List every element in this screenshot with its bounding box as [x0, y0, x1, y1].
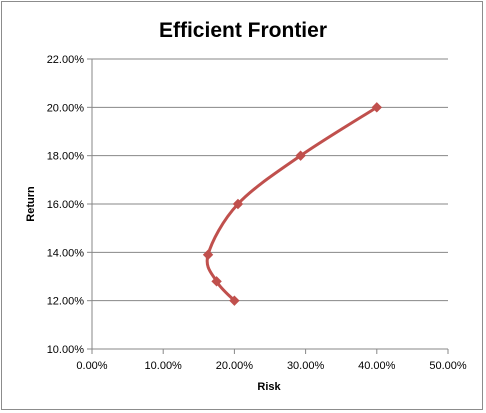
- x-tick-label: 0.00%: [76, 360, 107, 372]
- x-tick-label: 50.00%: [429, 360, 467, 372]
- y-axis-label: Return: [25, 186, 37, 222]
- y-tick-label: 14.00%: [47, 247, 85, 259]
- x-tick-labels: 0.00% 10.00% 20.00% 30.00% 40.00% 50.00%: [76, 360, 466, 372]
- y-tick-label: 16.00%: [47, 199, 85, 211]
- x-tick-label: 10.00%: [145, 360, 183, 372]
- y-tick-label: 10.00%: [47, 344, 85, 356]
- y-tick-labels: 10.00% 12.00% 14.00% 16.00% 18.00% 20.00% 22.0…: [47, 54, 85, 356]
- y-tick-label: 18.00%: [47, 151, 85, 163]
- x-tick-label: 40.00%: [358, 360, 396, 372]
- x-axis-label: Risk: [257, 381, 281, 393]
- axes: [87, 59, 448, 354]
- data-point-marker: [204, 250, 213, 259]
- x-tick-label: 20.00%: [216, 360, 254, 372]
- y-tick-label: 22.00%: [47, 54, 85, 66]
- chart-title: Efficient Frontier: [159, 19, 327, 42]
- y-tick-label: 20.00%: [47, 102, 85, 114]
- y-tick-label: 12.00%: [47, 296, 85, 308]
- gridlines: [92, 59, 448, 301]
- x-tick-label: 30.00%: [287, 360, 325, 372]
